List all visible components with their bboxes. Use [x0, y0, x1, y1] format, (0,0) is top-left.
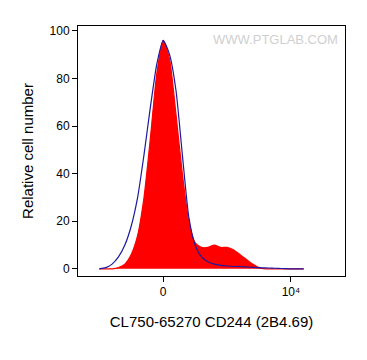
- svg-text:100: 100: [50, 24, 70, 38]
- svg-text:80: 80: [56, 72, 70, 86]
- svg-text:CL750-65270 CD244 (2B4.69): CL750-65270 CD244 (2B4.69): [110, 313, 313, 330]
- svg-text:60: 60: [56, 119, 70, 133]
- svg-text:0: 0: [160, 285, 167, 299]
- svg-text:40: 40: [56, 167, 70, 181]
- svg-text:Relative cell number: Relative cell number: [19, 83, 36, 219]
- svg-text:10⁴: 10⁴: [282, 285, 301, 299]
- svg-text:WWW.PTGLAB.COM: WWW.PTGLAB.COM: [213, 32, 338, 47]
- svg-text:0: 0: [63, 262, 70, 276]
- svg-text:20: 20: [56, 214, 70, 228]
